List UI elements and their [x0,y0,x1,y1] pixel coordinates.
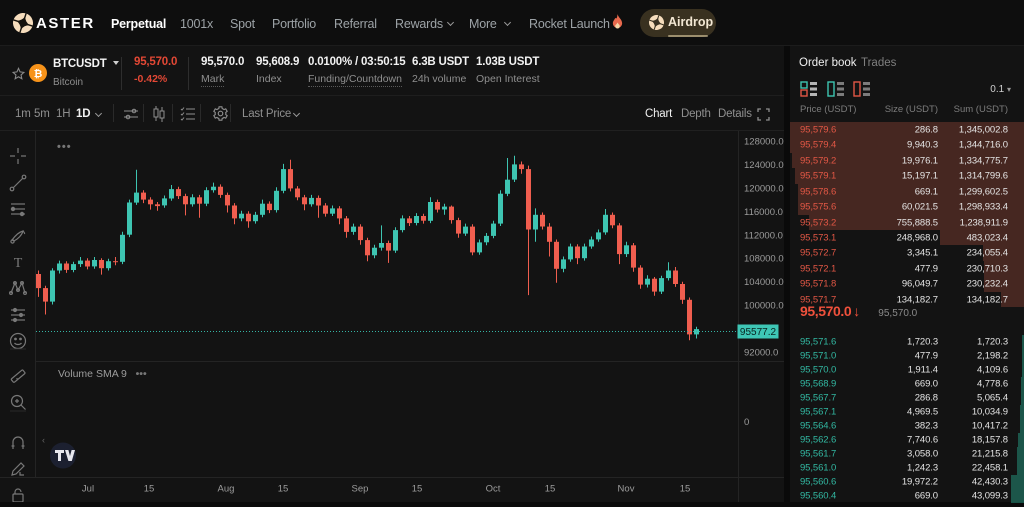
svg-text:100000.0: 100000.0 [744,301,784,312]
svg-text:•••: ••• [57,141,72,153]
svg-text:128000.0: 128000.0 [744,137,784,148]
svg-text:T: T [14,256,23,271]
svg-text:15: 15 [412,484,423,495]
svg-text:112000.0: 112000.0 [744,230,783,241]
svg-text:Sep: Sep [352,484,369,495]
svg-text:15: 15 [278,484,289,495]
svg-text:124000.0: 124000.0 [744,160,784,171]
svg-text:108000.0: 108000.0 [744,254,784,265]
svg-text:120000.0: 120000.0 [744,183,784,194]
svg-text:₿: ₿ [34,68,43,80]
svg-text:‹: ‹ [42,435,45,445]
svg-text:Jul: Jul [82,484,94,495]
svg-text:Nov: Nov [618,484,635,495]
svg-text:95577.2: 95577.2 [740,327,777,338]
svg-text:Oct: Oct [486,484,501,495]
svg-text:Aug: Aug [218,484,235,495]
svg-text:15: 15 [680,484,691,495]
svg-text:92000.0: 92000.0 [744,348,778,359]
svg-text:Volume SMA 9 •••: Volume SMA 9 ••• [58,368,147,380]
svg-text:15: 15 [144,484,155,495]
svg-text:15: 15 [545,484,556,495]
svg-text:0: 0 [744,417,749,428]
svg-text:104000.0: 104000.0 [744,277,784,288]
svg-text:116000.0: 116000.0 [744,207,783,218]
